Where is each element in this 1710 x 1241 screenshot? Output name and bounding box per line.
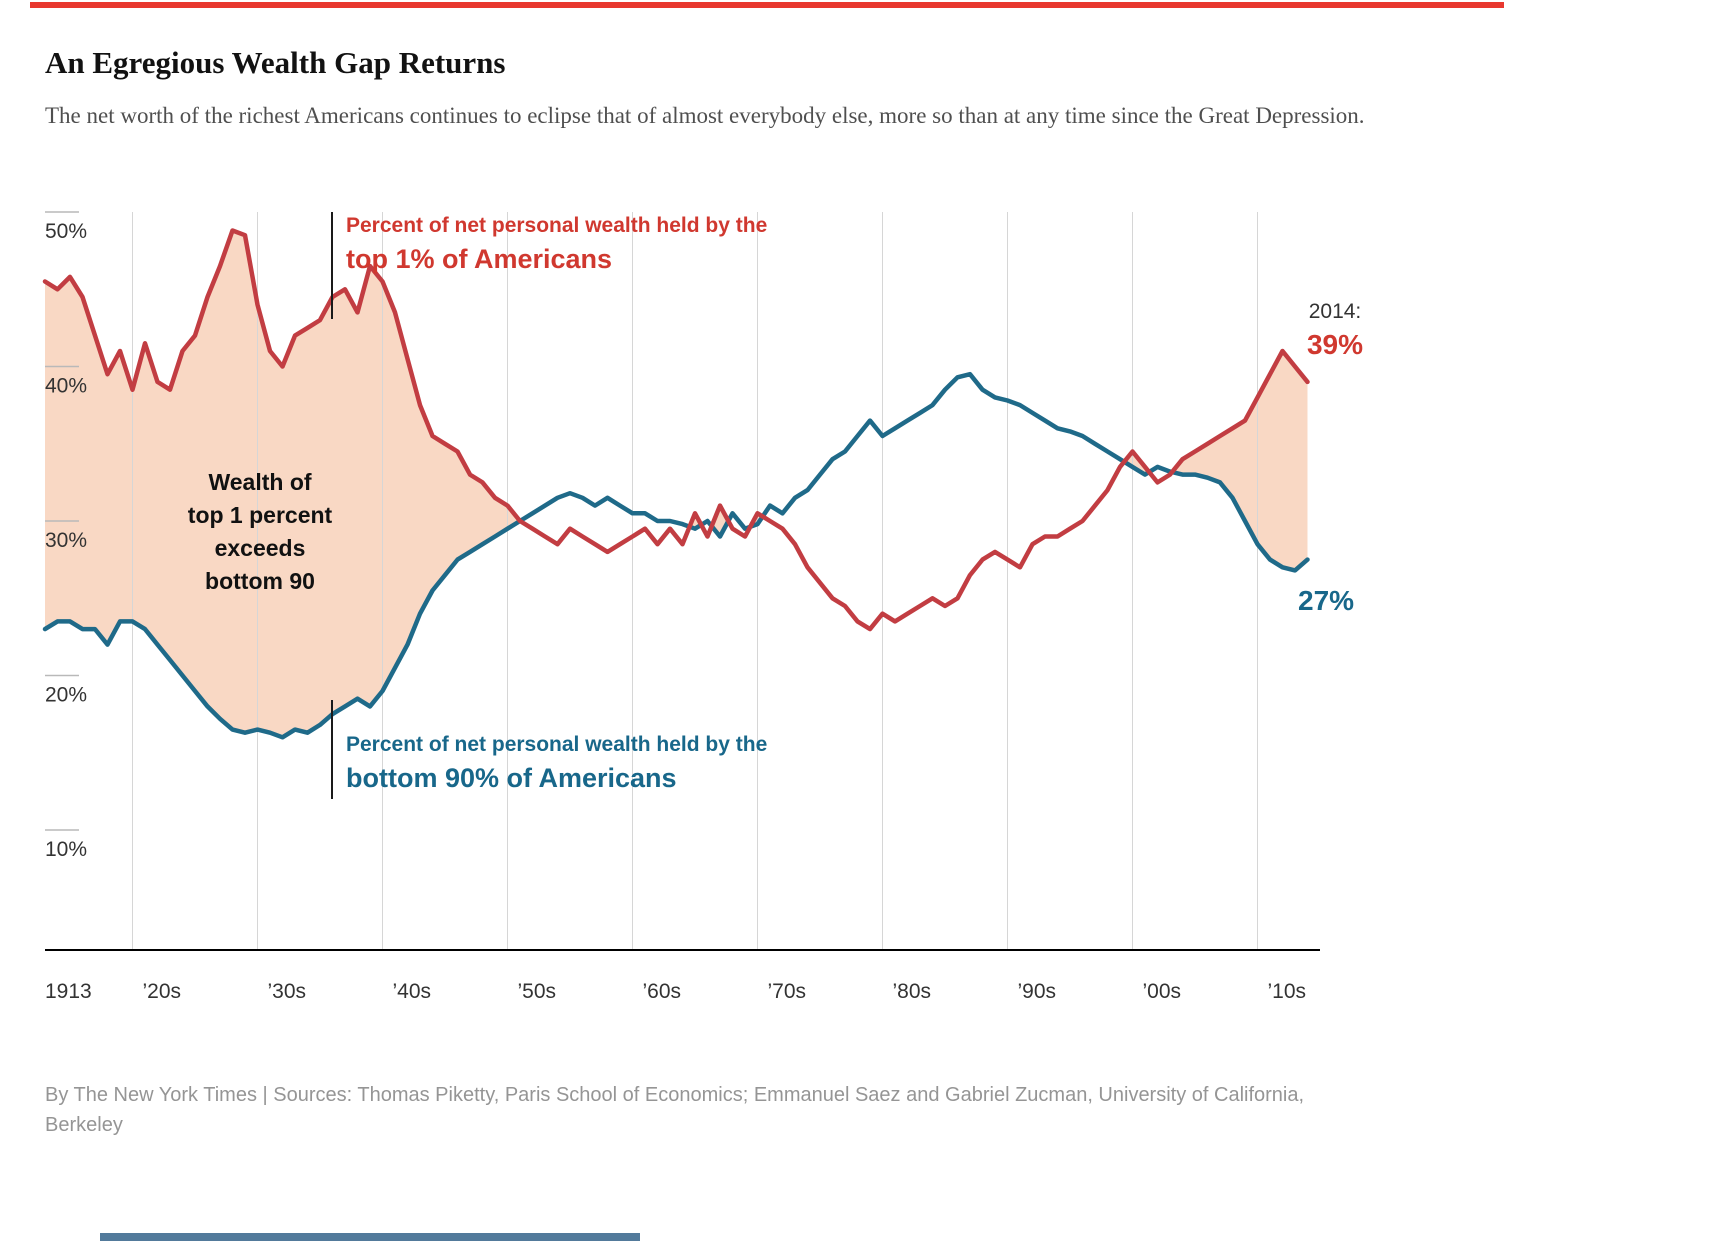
page-title: An Egregious Wealth Gap Returns [45,44,506,80]
chart-subtitle: The net worth of the richest Americans c… [45,103,1365,128]
end-year-label: 2014: [1308,300,1362,323]
end-top1-value: 39% [1306,329,1364,360]
x-axis-label: ’10s [1268,980,1307,1003]
end-value-2014-label: 2014: 39% [1290,300,1380,361]
end-bottom90-value: 27% [1298,585,1355,616]
y-axis-label: 10% [45,838,87,861]
bottom-blue-bar [100,1233,640,1241]
gap-fill-region [45,230,520,738]
x-axis-label: ’30s [268,980,307,1003]
gap-label-line3: exceeds [214,535,306,561]
gap-label-line1: Wealth of [208,469,312,495]
x-axis-label: ’70s [768,980,807,1003]
top-red-rule [30,2,1504,8]
bottom90-line [42,371,1310,740]
x-axis-label: ’50s [518,980,557,1003]
top1-series-annotation: Percent of net personal wealth held by t… [346,214,767,275]
top1-annotation-line1: Percent of net personal wealth held by t… [346,214,768,237]
gap-fill-region [1172,351,1308,571]
x-axis-label: ’20s [143,980,182,1003]
bottom90-series-annotation: Percent of net personal wealth held by t… [346,733,767,794]
top1-line [42,228,1310,632]
wealth-gap-region-label: Wealth of top 1 percent exceeds bottom 9… [150,466,370,598]
bottom90-annotation-line2: bottom 90% of Americans [346,763,677,793]
gap-label-line2: top 1 percent [187,502,333,528]
y-axis-label: 30% [45,529,87,552]
bottom90-annotation-line1: Percent of net personal wealth held by t… [346,733,768,756]
y-axis-label: 20% [45,684,87,707]
x-axis-label: ’90s [1018,980,1057,1003]
top1-annotation-line2: top 1% of Americans [346,244,613,274]
x-axis-label: ’60s [643,980,682,1003]
x-axis-label: ’80s [893,980,932,1003]
source-credit: By The New York Times | Sources: Thomas … [45,1084,1305,1136]
x-axis-label: ’00s [1143,980,1182,1003]
y-axis-label: 40% [45,375,87,398]
x-axis-label: 1913 [45,980,92,1003]
y-axis-label: 50% [45,220,87,243]
gap-label-line4: bottom 90 [205,568,315,594]
top1-annotation-pointer-line [331,212,333,319]
x-axis-label: ’40s [393,980,432,1003]
bottom90-annotation-pointer-line [331,700,333,799]
